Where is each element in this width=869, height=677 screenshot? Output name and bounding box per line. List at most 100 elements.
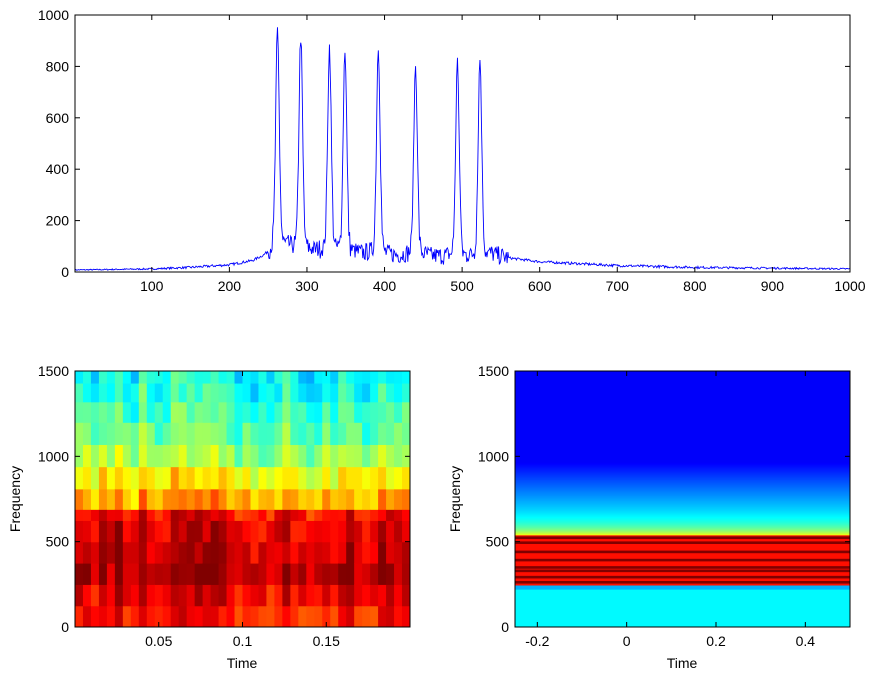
spectrogram-right-cell [515, 590, 850, 592]
spectrogram-right-cell [515, 519, 850, 522]
spectrogram-left-cell [154, 422, 164, 445]
spectrogram-left-cell [402, 466, 410, 490]
spectrogram-left-cell [282, 509, 291, 521]
spectrogram-right-cell [515, 625, 850, 627]
spectrogram-right-cell [515, 395, 850, 398]
spectrogram-right-cell [515, 619, 850, 622]
spectrogram-left-cell [75, 382, 84, 403]
spectrogram-left-cell [210, 605, 220, 627]
spectrogram-left-cell [82, 466, 92, 490]
spectrogram-right-cell [515, 460, 850, 462]
spectrogram-left-cell [250, 605, 260, 627]
spectrogram-left-cell [130, 444, 140, 468]
spectrogram-right-cell [515, 487, 850, 490]
spectrogram-right-cell [515, 421, 850, 423]
spectrogram-left-cell [330, 584, 339, 607]
spectrogram-left-cell [202, 444, 212, 468]
spectrogram-left-cell [98, 509, 108, 521]
spectrogram-right-cell [515, 405, 850, 408]
spectrogram-left-cell [266, 466, 276, 490]
spectrogram-right-cell [515, 449, 850, 452]
spectrogram-left-cell [210, 541, 220, 564]
spectrogram-left-cell [138, 605, 148, 627]
spectrogram-left-cell [75, 488, 84, 510]
spectrogram-right-cell [515, 605, 850, 608]
spectrogram-right-cell [515, 419, 850, 421]
spectrogram-left-cell [282, 488, 291, 510]
spectrogram-left-cell [282, 401, 291, 423]
spectrogram-left-cell [346, 584, 355, 607]
spectrogram-left-cell [346, 541, 355, 564]
spectrogram-left-cell [314, 509, 323, 521]
spectrogram-right-cell [515, 435, 850, 438]
spectrogram-left-cell [170, 466, 180, 490]
spectrogram-right-cell [515, 469, 850, 471]
spectrogram-right-cell [515, 524, 850, 527]
spectrogram-right-cell [515, 383, 850, 385]
spectrogram-left-cell [378, 382, 387, 403]
spectrogram-left-cell [386, 382, 395, 403]
spectrogram-left-cell [194, 371, 204, 384]
spectrogram-right-cell [515, 377, 850, 379]
spectrogram-left-cell [250, 509, 260, 521]
spectrogram-right-cell [515, 476, 850, 478]
spectrogram-left-cell [90, 605, 100, 627]
spectrogram-left-cell [306, 371, 315, 384]
spectrogram-left-cell [314, 563, 323, 585]
spectrogram-left-cell [314, 488, 323, 510]
spectrogram-left-cell [282, 541, 291, 564]
spectrogram-right-cell [515, 430, 850, 432]
spectrogram-left-cell [330, 605, 339, 627]
spectrogram-right-cell [515, 485, 850, 488]
spectrogram-left-cell [218, 444, 228, 468]
spectrogram-right-harmonic-line [515, 541, 850, 544]
spectrogram-left-cell [250, 563, 260, 585]
spectrogram-left-cell [114, 541, 124, 564]
spectrogram-left-cell [226, 422, 236, 445]
spectrogram-left-cell [370, 584, 379, 607]
spectrogram-left-cell [394, 422, 403, 445]
spectrogram-right-cell [515, 593, 850, 595]
spectrogram-left-cell [338, 509, 347, 521]
spectrogram-left-cell [186, 422, 196, 445]
spectrogram-left-cell [298, 466, 307, 490]
spectrogram-left-ytick-label: 1500 [38, 363, 69, 379]
spectrogram-right-cell [515, 441, 850, 444]
spectrogram-left-cell [330, 382, 339, 403]
spectrogram-left-cell [370, 382, 379, 403]
spectrogram-left-cell [314, 371, 323, 384]
spectrogram-left-cell [266, 401, 276, 423]
spectrogram-right-cell [515, 384, 850, 386]
spectrogram-right-cell [515, 472, 850, 474]
spectrogram-left-cell [186, 584, 196, 607]
spectrogram-right-cell [515, 422, 850, 424]
spectrum-ytick-label: 400 [46, 161, 70, 177]
spectrum-plot-area [75, 15, 850, 272]
spectrogram-left-cell [378, 444, 387, 468]
spectrogram-left-cell [114, 382, 124, 403]
spectrogram-left-cell [402, 605, 410, 627]
spectrogram-left-cell [138, 541, 148, 564]
spectrogram-left-cell [394, 541, 403, 564]
spectrogram-left-cell [362, 520, 371, 543]
spectrogram-left-cell [234, 488, 244, 510]
spectrogram-left-cell [106, 422, 116, 445]
spectrogram-left-cell [75, 541, 84, 564]
spectrogram-left-cell [194, 541, 204, 564]
spectrogram-left-cell [386, 444, 395, 468]
spectrogram-left-cell [114, 605, 124, 627]
spectrogram-left-cell [130, 422, 140, 445]
spectrogram-right-cell [515, 585, 850, 587]
spectrogram-right-cell [515, 400, 850, 403]
spectrogram-right-cell [515, 437, 850, 440]
spectrogram-left-cell [122, 563, 132, 585]
spectrogram-right-ytick-label: 1500 [478, 363, 509, 379]
spectrogram-left-cell [170, 422, 180, 445]
spectrogram-left-cell [98, 371, 108, 384]
spectrogram-left-cell [154, 382, 164, 403]
spectrogram-left-cell [122, 605, 132, 627]
spectrogram-left-cell [178, 371, 188, 384]
spectrogram-left-cell [210, 520, 220, 543]
spectrogram-right-cell [515, 432, 850, 434]
spectrogram-left-cell [354, 422, 363, 445]
